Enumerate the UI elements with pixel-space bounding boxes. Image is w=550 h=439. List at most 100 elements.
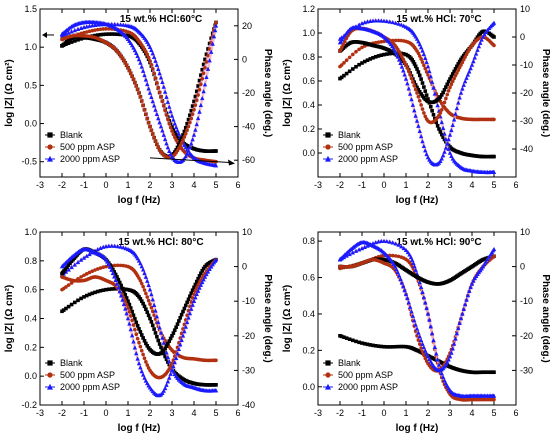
data-point [164, 344, 169, 348]
y2-tick-label: -20 [242, 88, 255, 98]
data-point [107, 287, 111, 292]
data-point [424, 151, 429, 157]
data-point [393, 254, 398, 258]
chart-title: 15 wt.% HCl: 90°C [396, 237, 481, 248]
data-point [128, 314, 133, 318]
data-point [190, 137, 195, 142]
y2-axis-label: Phase angle (deg.) [540, 49, 550, 137]
data-point [385, 52, 389, 56]
data-point [413, 113, 418, 118]
data-point [117, 280, 122, 285]
data-point [440, 125, 446, 130]
data-point [362, 341, 367, 346]
data-point [492, 35, 496, 39]
data-point [371, 343, 375, 348]
data-point [137, 340, 141, 345]
data-point [174, 325, 178, 330]
data-point [192, 292, 196, 297]
data-point [486, 254, 492, 259]
data-point [471, 59, 476, 64]
data-point [482, 261, 487, 267]
data-point [440, 374, 446, 380]
data-point [448, 77, 452, 81]
data-point [450, 72, 455, 76]
data-point [186, 148, 191, 153]
data-point [160, 99, 165, 104]
data-point [93, 268, 97, 272]
data-point [112, 32, 117, 36]
data-point [69, 302, 74, 307]
data-point [422, 63, 426, 68]
legend-marker [325, 372, 331, 378]
data-point [410, 102, 416, 107]
data-point [376, 40, 381, 44]
data-point [133, 317, 137, 321]
data-point [439, 156, 444, 161]
data-point [403, 247, 409, 253]
data-point [350, 338, 355, 343]
data-point [145, 310, 150, 315]
data-point [64, 285, 68, 289]
data-point [139, 264, 144, 269]
data-point [204, 74, 209, 80]
data-point [180, 333, 186, 338]
data-point [63, 269, 69, 274]
data-point [405, 295, 410, 301]
data-point [72, 262, 77, 267]
data-point [419, 57, 423, 61]
data-point [168, 125, 173, 130]
data-point [164, 382, 169, 387]
x-axis-label: log f (Hz) [396, 423, 439, 434]
data-point [165, 354, 171, 360]
data-point [190, 288, 195, 293]
data-point [392, 48, 398, 53]
y2-tick-label: 10 [520, 227, 530, 237]
data-point [207, 41, 212, 46]
x-tick-label: 2 [425, 180, 430, 190]
data-point [66, 30, 71, 35]
data-point [159, 95, 163, 99]
data-point [167, 375, 172, 380]
data-point [136, 57, 142, 62]
legend-label: Blank [338, 358, 361, 368]
data-point [179, 141, 184, 145]
x-tick-label: 6 [235, 408, 240, 418]
data-point [435, 124, 440, 128]
data-point [139, 369, 144, 374]
data-point [131, 77, 136, 82]
data-point [190, 302, 195, 307]
data-point [64, 306, 68, 311]
data-point [396, 38, 401, 43]
x-tick-label: -3 [36, 180, 44, 190]
x-tick-label: -3 [36, 408, 44, 418]
data-point [193, 94, 198, 99]
data-point [454, 105, 460, 111]
data-point [419, 92, 423, 96]
data-point [382, 52, 386, 57]
x-tick-label: -2 [58, 408, 66, 418]
data-point [416, 87, 421, 92]
data-point [95, 33, 100, 37]
data-point [182, 306, 187, 311]
data-point [167, 359, 172, 364]
data-point [135, 87, 140, 92]
data-point [79, 296, 83, 301]
data-point [161, 84, 166, 89]
data-point [171, 331, 176, 335]
data-point [82, 295, 86, 299]
data-point [396, 273, 402, 278]
data-point [126, 287, 130, 292]
data-point [187, 145, 193, 150]
data-point [95, 27, 100, 32]
data-point [137, 91, 141, 95]
data-point [131, 313, 136, 318]
data-point [151, 54, 157, 59]
data-point [427, 68, 432, 74]
data-point [176, 346, 182, 352]
data-point [447, 132, 453, 137]
data-point [149, 94, 154, 100]
data-point [189, 291, 194, 295]
data-point [149, 47, 154, 53]
data-point [442, 100, 447, 105]
data-point [196, 93, 200, 97]
